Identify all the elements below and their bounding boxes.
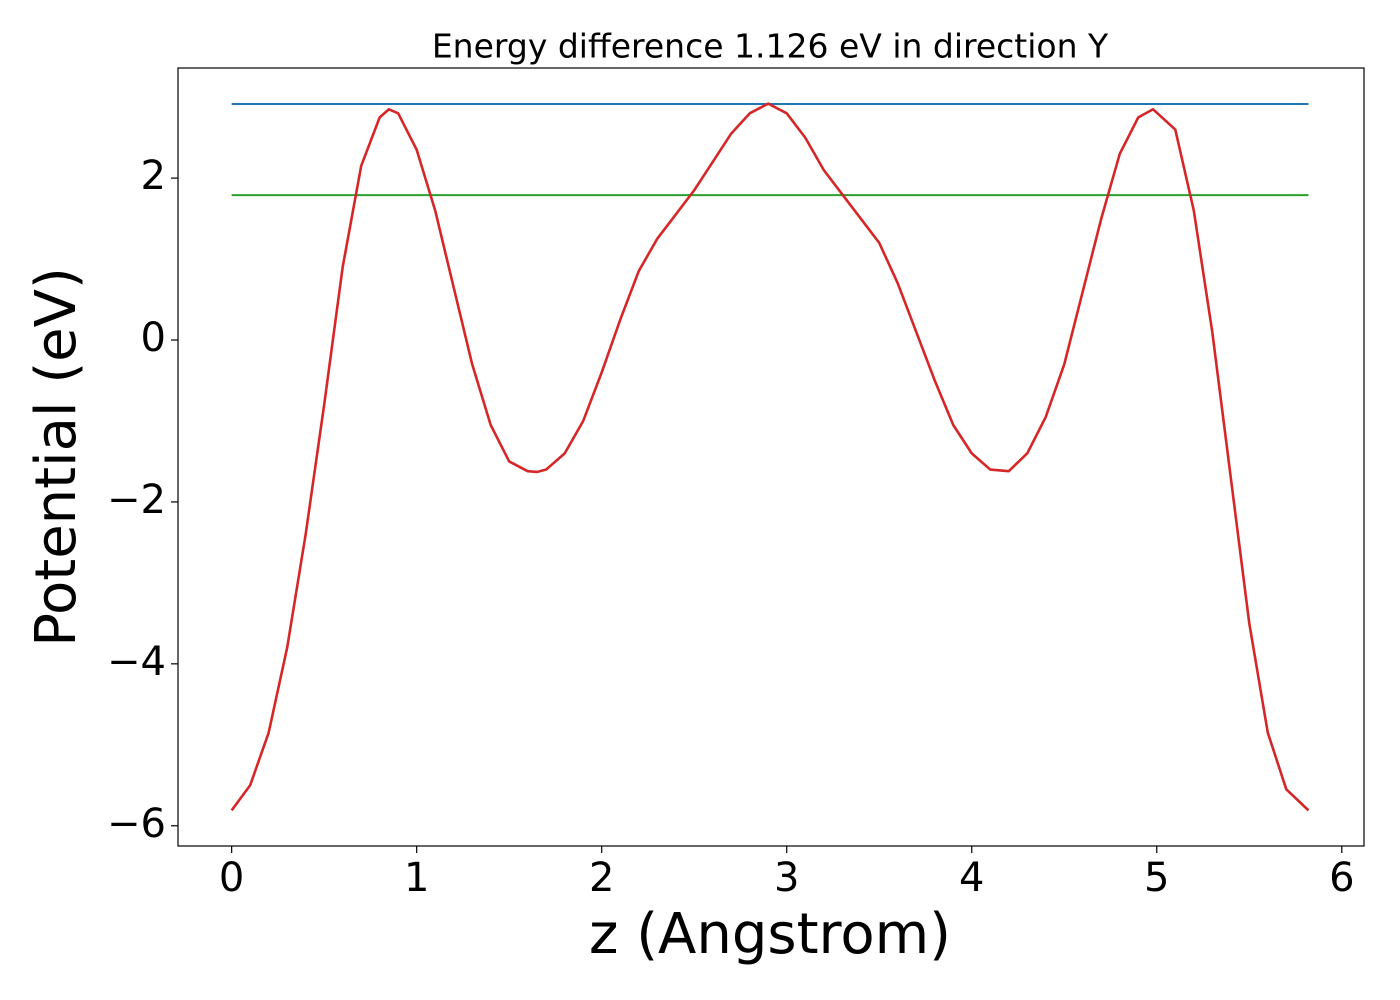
x-tick-label: 1 xyxy=(404,855,429,901)
x-tick-label: 3 xyxy=(774,855,799,901)
y-tick-label: −4 xyxy=(107,639,166,685)
plot-frame xyxy=(177,67,1365,847)
y-tick-label: −6 xyxy=(107,801,166,847)
x-axis-label: z (Angstrom) xyxy=(589,902,951,967)
x-tick-label: 5 xyxy=(1144,855,1169,901)
x-tick-label: 0 xyxy=(219,855,244,901)
y-tick-label: 2 xyxy=(141,153,166,199)
x-tick-label: 2 xyxy=(589,855,614,901)
chart-title: Energy difference 1.126 eV in direction … xyxy=(432,27,1109,66)
x-tick-label: 6 xyxy=(1329,855,1354,901)
y-axis-label: Potential (eV) xyxy=(24,267,89,647)
x-tick-label: 4 xyxy=(959,855,984,901)
y-tick-label: −2 xyxy=(107,477,166,523)
y-tick-label: 0 xyxy=(141,315,166,361)
data-line xyxy=(230,102,1310,812)
